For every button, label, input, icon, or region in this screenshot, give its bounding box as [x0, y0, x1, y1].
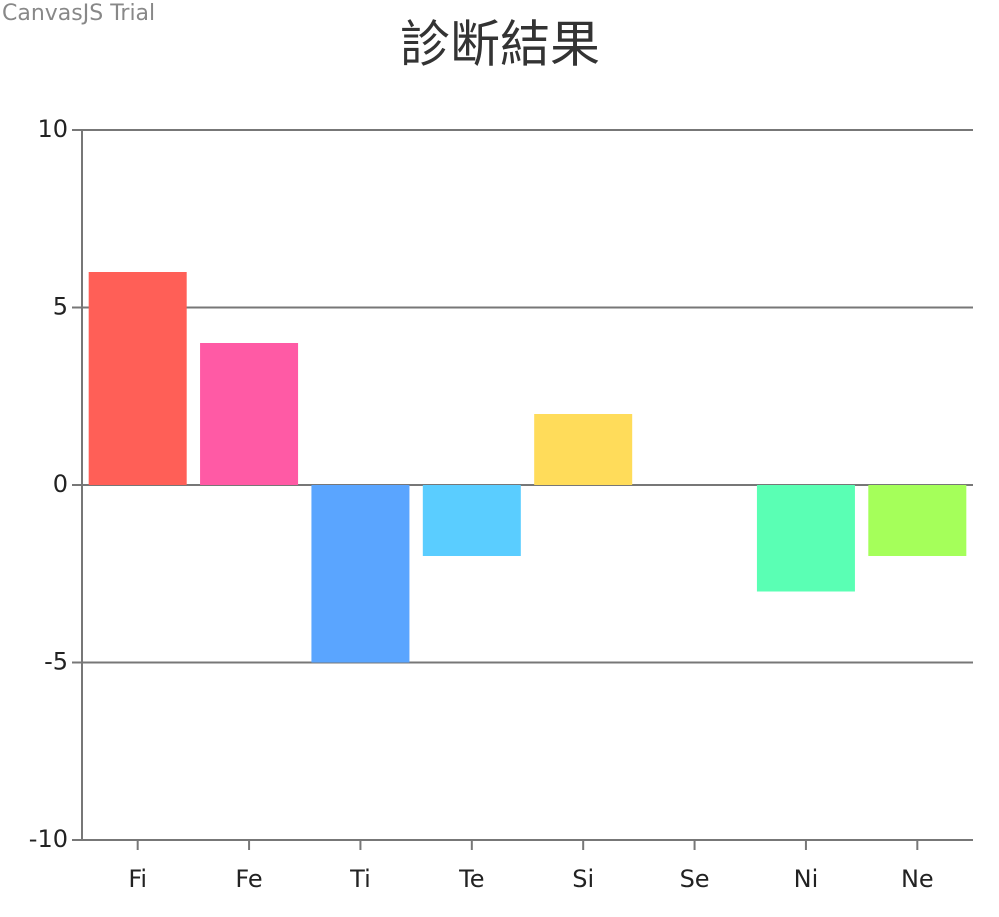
watermark: CanvasJS Trial [2, 1, 155, 26]
bar [311, 485, 410, 663]
y-tick-label: 5 [53, 293, 68, 321]
x-tick-label: Ni [794, 865, 819, 893]
y-tick-label: 10 [37, 115, 68, 143]
x-tick-label: Ti [349, 865, 371, 893]
x-tick-label: Fi [128, 865, 147, 893]
x-tick-label: Si [572, 865, 594, 893]
bar [756, 485, 855, 592]
x-tick-label: Se [680, 865, 710, 893]
chart-title: 診断結果 [400, 16, 600, 74]
x-tick-label: Te [458, 865, 484, 893]
x-tick-label: Fe [235, 865, 262, 893]
x-tick-label: Ne [901, 865, 934, 893]
bar [200, 343, 299, 485]
y-tick-label: -10 [29, 825, 68, 853]
y-tick-label: 0 [53, 470, 68, 498]
bar [534, 414, 633, 485]
y-tick-label: -5 [44, 648, 68, 676]
bar [88, 272, 187, 485]
bar [422, 485, 521, 556]
bar [868, 485, 967, 556]
